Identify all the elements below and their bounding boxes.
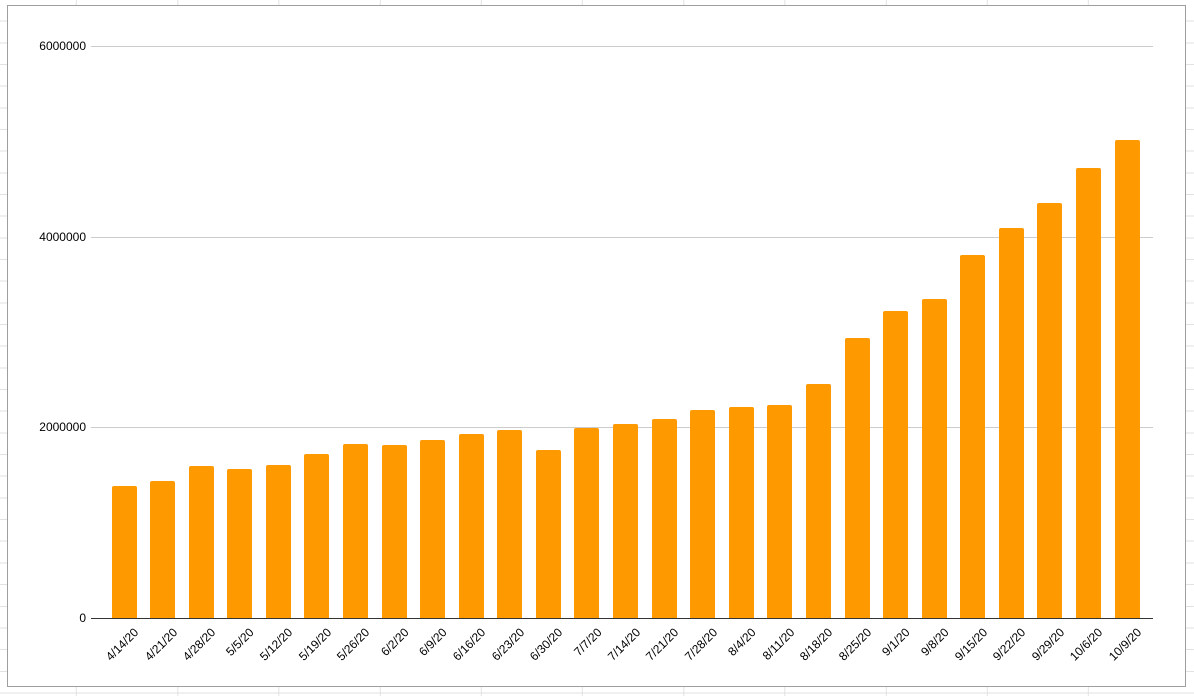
chart-bar[interactable] [111, 486, 137, 618]
chart-bar[interactable] [1037, 203, 1063, 618]
chart-bar[interactable] [1114, 140, 1140, 618]
x-axis-tick-label: 8/18/20 [797, 625, 836, 664]
x-axis-tick-label: 5/19/20 [295, 625, 335, 664]
x-axis-tick-label: 7/14/20 [604, 625, 643, 664]
y-axis-tick-label: 4000000 [39, 229, 86, 244]
chart-bar[interactable] [304, 454, 330, 618]
chart-bar[interactable] [227, 469, 253, 618]
chart-bar[interactable] [613, 423, 639, 618]
chart-bar[interactable] [188, 466, 214, 618]
x-axis-tick-label: 5/12/20 [257, 625, 296, 664]
x-axis-tick-label: 9/8/20 [917, 625, 952, 659]
x-axis-tick-label: 7/28/20 [681, 625, 720, 664]
x-axis-tick-label: 8/4/20 [724, 625, 759, 659]
x-axis-tick-label: 10/6/20 [1067, 625, 1106, 664]
x-axis-tick-label: 9/29/20 [1028, 625, 1068, 664]
x-axis-tick-label: 9/1/20 [879, 625, 913, 659]
embedded-bar-chart[interactable]: 0 2000000 4000000 6000000 4/14/20 4/21/20 4/28… [7, 5, 1186, 687]
y-axis-tick-label: 2000000 [39, 420, 86, 435]
x-axis-tick-label: 6/9/20 [416, 625, 450, 659]
chart-bar[interactable] [458, 434, 484, 618]
x-axis-tick-label: 6/2/20 [377, 625, 412, 659]
chart-bar[interactable] [150, 480, 176, 618]
x-axis-tick-label: 9/15/20 [951, 625, 990, 664]
y-gridline [91, 236, 1153, 238]
chart-bar[interactable] [342, 443, 368, 618]
x-axis-tick-label: 8/25/20 [836, 625, 875, 664]
y-axis-tick-label: 0 [79, 611, 86, 625]
x-axis-tick-label: 8/11/20 [759, 625, 798, 663]
y-gridline [91, 46, 1153, 47]
x-axis-tick-label: 5/5/20 [223, 625, 257, 659]
x-axis-tick-label: 9/22/20 [990, 625, 1029, 664]
chart-bar[interactable] [574, 428, 600, 618]
x-axis-tick-label: 6/16/20 [450, 625, 489, 664]
x-axis-tick-label: 5/26/20 [334, 625, 373, 664]
chart-bar[interactable] [265, 465, 291, 618]
x-axis-tick-label: 6/30/20 [527, 625, 566, 664]
chart-bar[interactable] [1076, 168, 1101, 618]
x-axis-tick-label: 4/14/20 [102, 625, 142, 664]
chart-bar[interactable] [844, 337, 870, 618]
x-axis-tick-label: 7/7/20 [570, 625, 605, 659]
chart-bar[interactable] [998, 228, 1024, 618]
plot-area: 0 2000000 4000000 6000000 4/14/20 4/21/20 4/28… [8, 6, 1185, 686]
chart-bar[interactable] [497, 430, 523, 618]
x-axis-tick-label: 4/21/20 [141, 625, 180, 664]
y-axis-tick-label: 6000000 [39, 39, 86, 53]
x-axis-tick-label: 4/28/20 [180, 625, 219, 664]
chart-bar[interactable] [690, 410, 716, 618]
x-axis-tick-label: 6/23/20 [488, 625, 528, 664]
chart-bar[interactable] [651, 418, 677, 618]
chart-bar[interactable] [535, 450, 561, 618]
chart-bar[interactable] [728, 407, 754, 618]
chart-bar[interactable] [805, 384, 831, 618]
chart-bar[interactable] [381, 445, 407, 618]
chart-bar[interactable] [960, 254, 986, 618]
x-axis-tick-label: 7/21/20 [643, 625, 682, 664]
chart-bar[interactable] [921, 298, 947, 618]
chart-bar[interactable] [767, 405, 793, 618]
chart-bar[interactable] [420, 439, 446, 618]
x-axis-tick-label: 10/9/20 [1106, 625, 1145, 664]
x-axis-line [91, 618, 1153, 619]
chart-bar[interactable] [883, 311, 909, 618]
